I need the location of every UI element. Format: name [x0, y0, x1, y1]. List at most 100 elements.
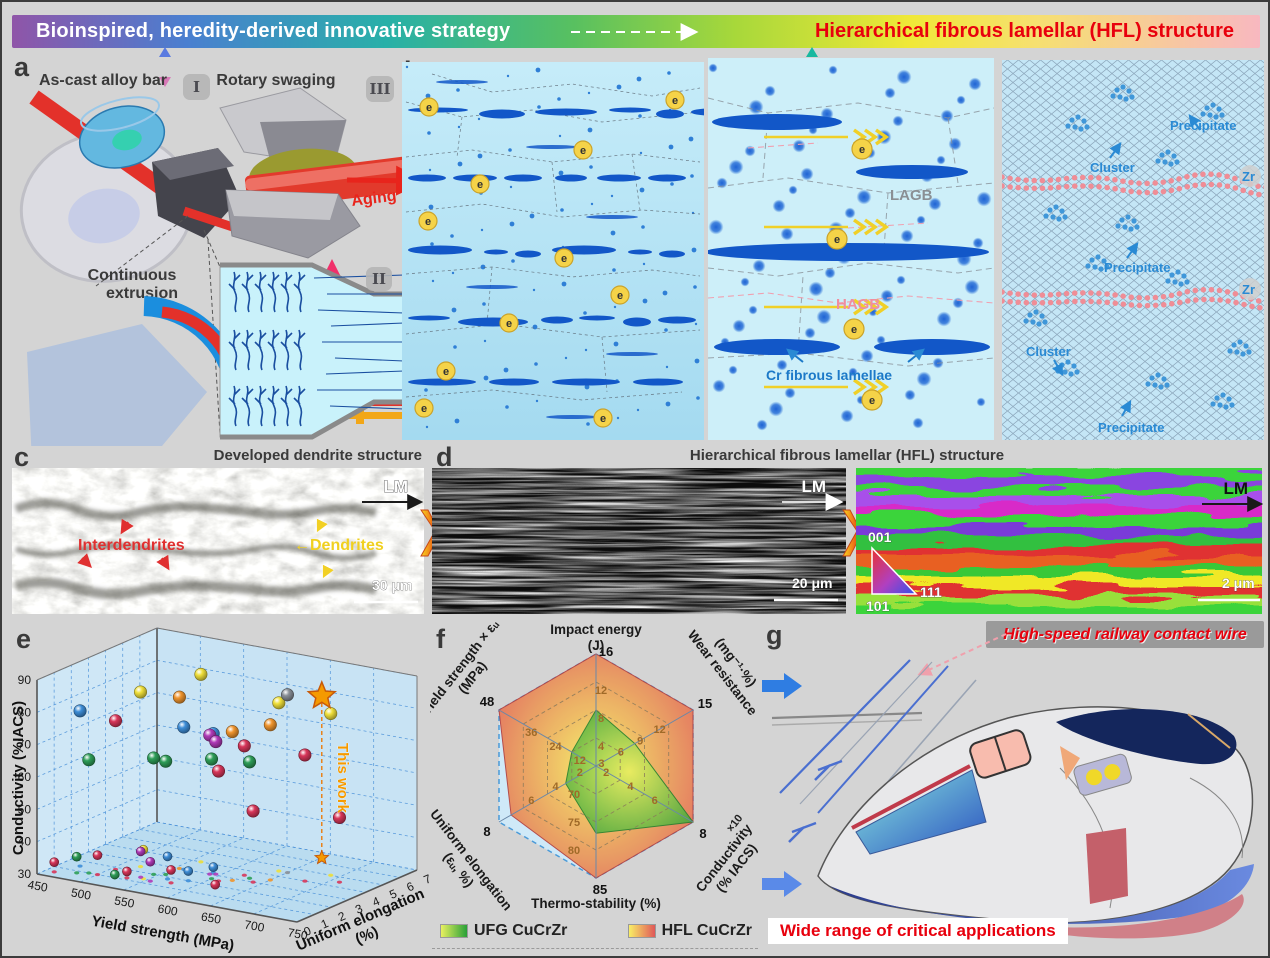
svg-text:(J): (J): [588, 638, 605, 653]
panel-d-scale-text: 20 μm: [792, 575, 832, 591]
svg-text:6: 6: [528, 795, 534, 807]
precipitate-bottom-label: Precipitate: [1098, 420, 1164, 435]
step-2-roman: II: [372, 270, 386, 288]
electron-icon: e: [414, 398, 434, 418]
svg-text:e: e: [672, 95, 678, 107]
svg-text:700: 700: [243, 917, 265, 934]
data-point: [225, 725, 239, 739]
radar-axis-wear: (mg⁻¹·%) Wear resistance: [685, 627, 761, 718]
svg-text:1: 1: [319, 916, 331, 932]
electron-icon: e: [470, 174, 490, 194]
svg-text:e: e: [834, 234, 840, 246]
panel-f-letter: f: [436, 624, 445, 654]
dendrites-arrow-glyph: ←: [294, 537, 310, 554]
data-point: [177, 720, 191, 734]
svg-text:36: 36: [525, 727, 537, 739]
svg-text:2: 2: [603, 767, 609, 779]
svg-text:2: 2: [336, 909, 348, 925]
ipf-101-label: 101: [866, 598, 890, 614]
zr-bottom-label: Zr: [1242, 282, 1255, 297]
svg-text:3: 3: [353, 901, 365, 917]
data-point: [212, 764, 226, 778]
svg-text:80: 80: [568, 845, 580, 857]
svg-text:40: 40: [18, 835, 32, 849]
svg-text:70: 70: [18, 738, 32, 752]
radar-axis-thermo: Thermo-stability (%): [531, 896, 661, 911]
panel-c-title: Developed dendrite structure: [213, 447, 422, 464]
cr-fibrous-label: Cr fibrous lamellae: [766, 367, 892, 383]
cr-atom-clusters: [1023, 84, 1252, 410]
ipf-color-key: 001 111 101: [866, 529, 943, 615]
svg-text:7: 7: [422, 871, 430, 887]
grain-boundaries: [405, 73, 701, 401]
banner: Bioinspired, heredity-derived innovative…: [12, 15, 1260, 48]
data-point: [145, 856, 156, 867]
hfl-swatch-icon: [627, 924, 656, 938]
ipf-111-label: 111: [920, 584, 942, 600]
atomic-labels: Precipitate Cluster Zr Precipitate Zr Cl…: [1026, 114, 1261, 435]
data-point: [205, 752, 219, 766]
panel-f-separator: [432, 948, 758, 949]
interdendrite-arrows: [77, 518, 170, 571]
data-point: [208, 862, 219, 872]
data-point: [298, 748, 312, 762]
svg-text:e: e: [421, 403, 427, 415]
e-z-axis-label: Conductivity (%IACS): [10, 701, 27, 855]
this-work-star-icon: [306, 680, 337, 709]
svg-text:0: 0: [302, 923, 314, 939]
flow-arrow-top-icon: [762, 673, 802, 699]
panel-d-title: Hierarchical fibrous lamellar (HFL) stru…: [689, 447, 1005, 464]
svg-text:6: 6: [618, 747, 624, 759]
data-point: [162, 851, 173, 862]
contact-wire-label: High-speed railway contact wire: [1003, 625, 1247, 643]
aging-label: Aging: [350, 188, 397, 210]
banner-right-text: Hierarchical fibrous lamellar (HFL) stru…: [814, 20, 1234, 42]
panel-g-letter: g: [766, 620, 783, 650]
lagb-label: LAGB: [890, 187, 933, 204]
svg-text:e: e: [426, 102, 432, 114]
radar-legend: UFG CuCrZr HFL CuCrZr: [440, 922, 752, 940]
panel-g-train-illustration: [762, 633, 1254, 939]
data-point: [82, 753, 96, 767]
svg-text:Impact energy: Impact energy: [550, 622, 642, 637]
svg-text:4: 4: [370, 894, 382, 910]
svg-text:50: 50: [18, 802, 32, 816]
svg-text:75: 75: [568, 817, 580, 829]
legend-item-ufg: UFG CuCrZr: [440, 922, 567, 940]
dendrites-callout: ← Dendrites: [294, 518, 384, 579]
panel-d-letter: d: [436, 442, 453, 472]
svg-text:5: 5: [387, 886, 399, 902]
electron-flow-arrows: e e e e: [764, 128, 890, 411]
svg-text:4: 4: [598, 741, 605, 753]
data-point: [109, 714, 123, 728]
svg-text:30: 30: [18, 867, 32, 881]
svg-text:8: 8: [699, 826, 706, 841]
data-point: [110, 869, 120, 880]
casting-wheel-illustration: [19, 90, 256, 283]
svg-text:15: 15: [698, 696, 712, 711]
panel-d-micrograph: LM 20 μm: [432, 468, 846, 614]
panel-c-scale-text: 30 μm: [372, 577, 412, 593]
electron-icon: e: [436, 361, 456, 381]
data-point: [194, 667, 208, 681]
dendrites-label: Dendrites: [310, 537, 384, 554]
dendrite-bands: [14, 498, 378, 600]
precipitate-top-label: Precipitate: [1170, 118, 1236, 133]
radar-axis-conductivity: Conductivity (% IACS) ×10: [693, 812, 760, 894]
electron-icon: e: [419, 97, 439, 117]
svg-text:16: 16: [599, 644, 613, 659]
ufg-swatch-icon: [440, 924, 468, 938]
strategy-link-arrow-icon: [159, 47, 171, 87]
flow-arrow-bottom-icon: [762, 871, 802, 897]
contact-wire-pointer: [917, 633, 1007, 676]
svg-text:8: 8: [483, 824, 490, 839]
data-point: [332, 811, 346, 825]
legend-item-hfl: HFL CuCrZr: [627, 922, 752, 940]
applications-caption: Wide range of critical applications: [768, 918, 1068, 944]
electron-icon: e: [843, 318, 865, 340]
step-3-roman: III: [369, 80, 390, 98]
svg-text:4: 4: [627, 781, 634, 793]
svg-text:6: 6: [652, 795, 658, 807]
step-1-badge: [183, 74, 210, 100]
